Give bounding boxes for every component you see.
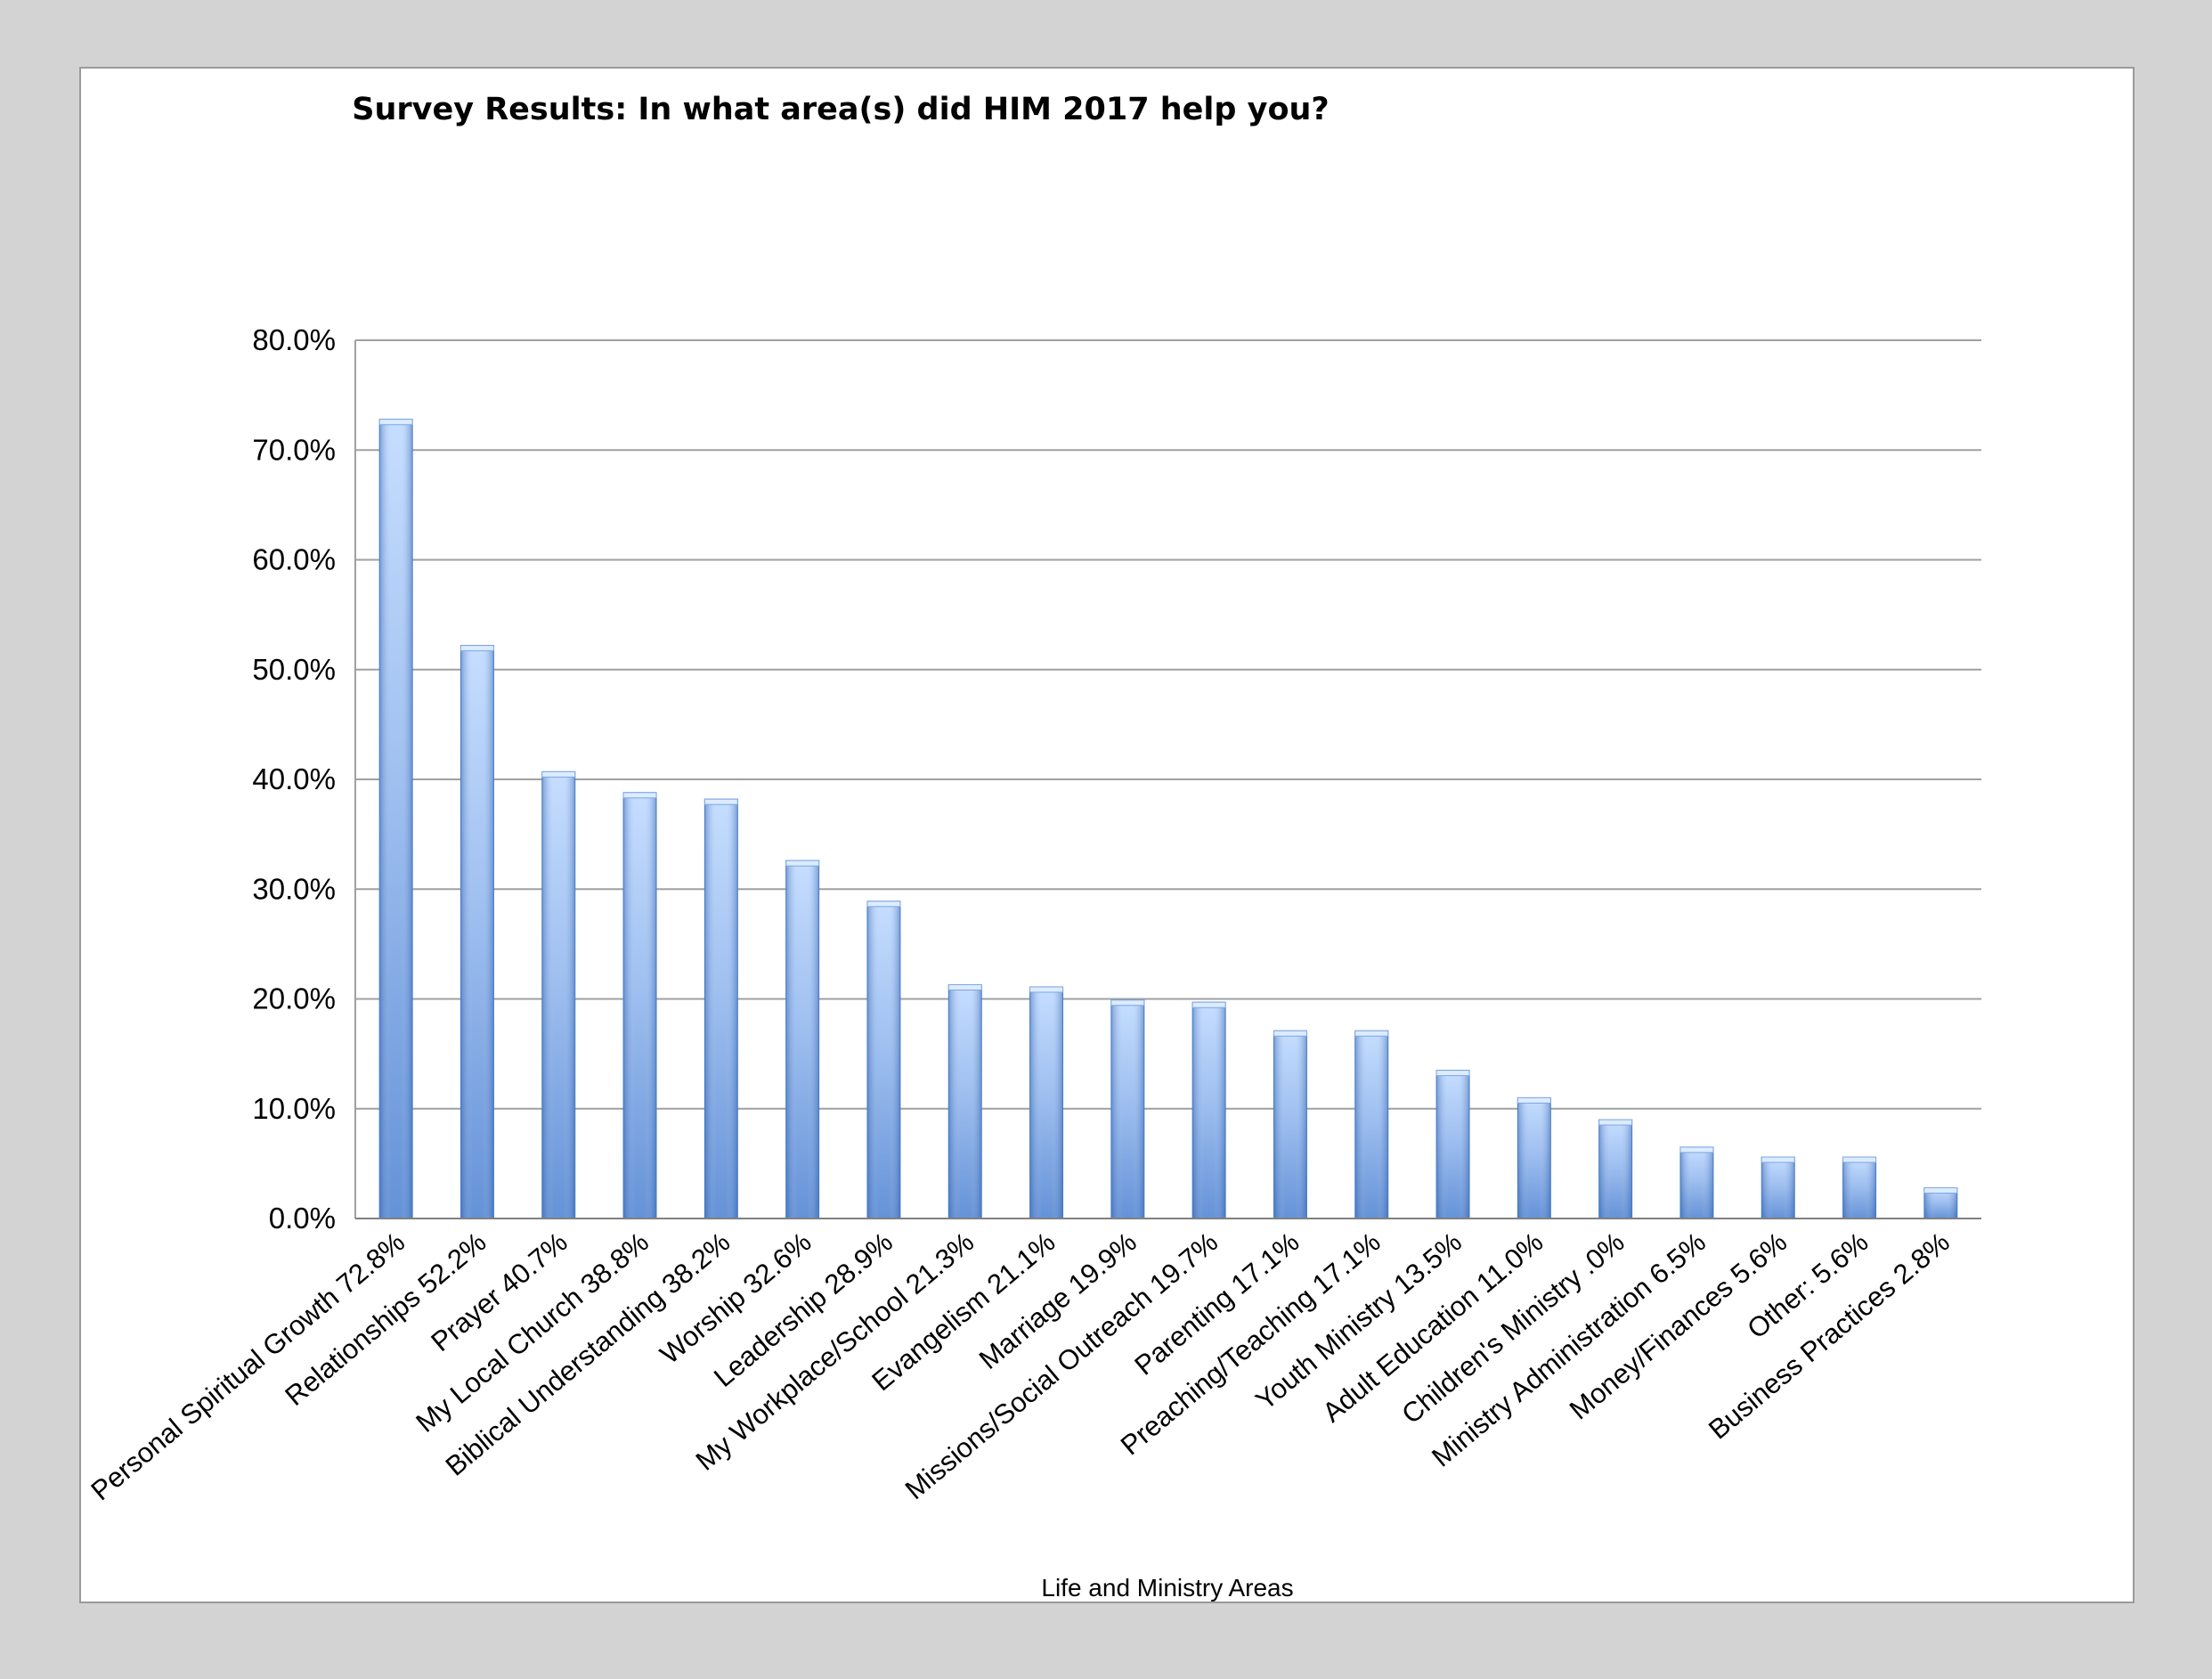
x-category-label: Personal Spiritual Growth 72.8% <box>85 1227 411 1507</box>
bar <box>459 645 494 1219</box>
bar <box>622 792 657 1219</box>
y-tick-label: 10.0% <box>252 1092 336 1125</box>
bar <box>378 419 413 1219</box>
y-tick-label: 0.0% <box>269 1202 336 1235</box>
bar <box>1679 1146 1714 1219</box>
y-tick-label: 40.0% <box>252 762 336 795</box>
bar <box>1354 1030 1389 1219</box>
y-tick-label: 50.0% <box>252 653 336 686</box>
y-tick-label: 80.0% <box>252 323 336 356</box>
bar <box>1191 1001 1226 1219</box>
bar <box>1435 1070 1470 1219</box>
bar <box>1598 1119 1633 1219</box>
bar <box>1273 1030 1307 1219</box>
x-axis-title: Life and Ministry Areas <box>1041 1574 1293 1602</box>
bar <box>785 860 820 1219</box>
bar <box>947 983 982 1219</box>
y-tick-label: 70.0% <box>252 433 336 466</box>
bar <box>703 798 738 1219</box>
chart-frame: Survey Results: In what area(s) did HIM … <box>79 67 2135 1603</box>
y-tick-label: 20.0% <box>252 982 336 1015</box>
bar <box>541 770 576 1219</box>
y-tick-label: 30.0% <box>252 872 336 905</box>
bar <box>1761 1156 1795 1219</box>
bar <box>1517 1096 1551 1219</box>
bar <box>1923 1186 1958 1219</box>
bar <box>866 901 901 1219</box>
bar <box>1029 986 1064 1219</box>
bar <box>1110 999 1145 1219</box>
bar <box>1842 1156 1877 1219</box>
chart-title: Survey Results: In what area(s) did HIM … <box>352 92 1329 127</box>
bar-chart: Survey Results: In what area(s) did HIM … <box>85 92 1981 1602</box>
y-tick-label: 60.0% <box>252 543 336 576</box>
